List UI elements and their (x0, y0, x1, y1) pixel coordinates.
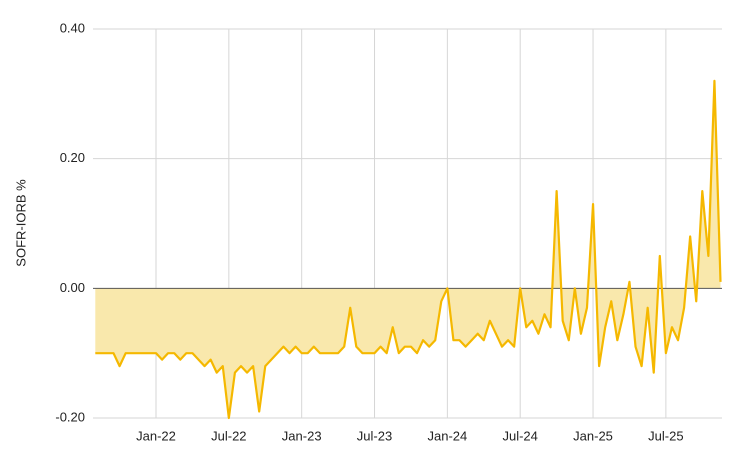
y-tick-label: 0.40 (60, 20, 85, 35)
x-tick-label: Jul-22 (211, 428, 246, 443)
x-tick-label: Jan-22 (136, 428, 176, 443)
area-fill (95, 80, 721, 418)
x-tick-label: Jan-24 (427, 428, 467, 443)
y-axis-label: SOFR-IORB % (13, 179, 28, 267)
x-tick-label: Jul-25 (648, 428, 683, 443)
y-tick-label: 0.00 (60, 280, 85, 295)
x-tick-label: Jan-25 (573, 428, 613, 443)
x-tick-label: Jan-23 (282, 428, 322, 443)
line (95, 79, 722, 420)
y-tick-label: 0.20 (60, 150, 85, 165)
y-tick-label: -0.20 (55, 409, 85, 424)
x-tick-label: Jul-23 (357, 428, 392, 443)
x-tick-label: Jul-24 (502, 428, 537, 443)
